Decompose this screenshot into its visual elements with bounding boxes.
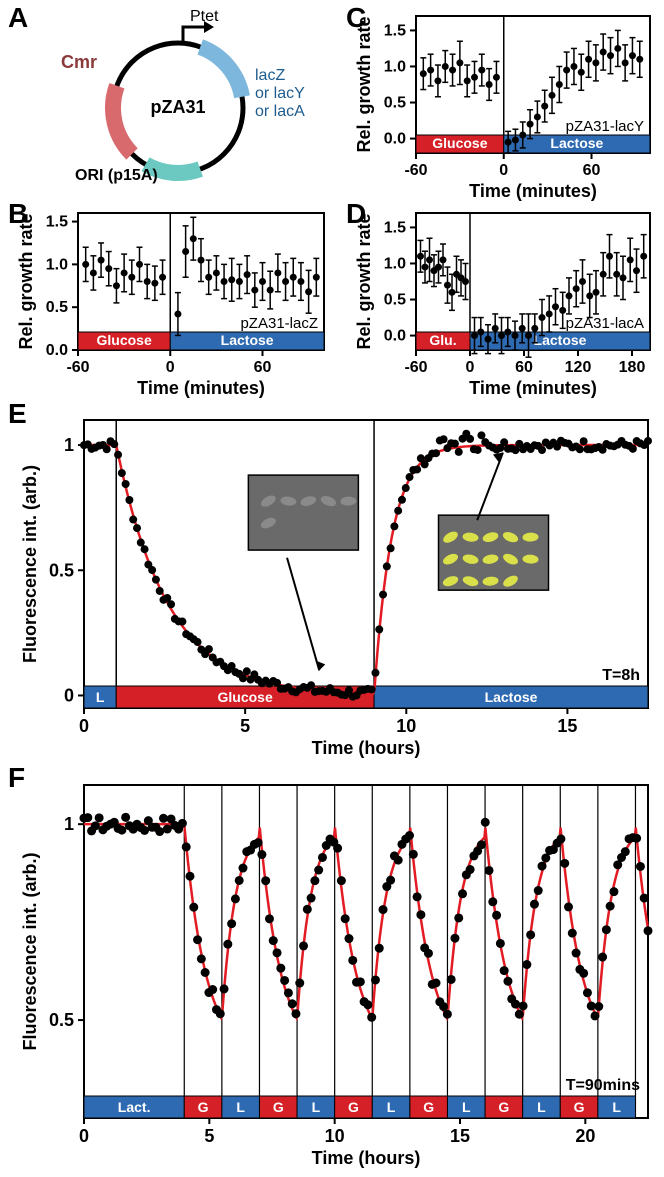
svg-text:Time (minutes): Time (minutes) (469, 181, 597, 201)
svg-text:L: L (96, 689, 105, 705)
svg-text:1.0: 1.0 (384, 58, 406, 75)
svg-text:10: 10 (325, 1126, 345, 1146)
svg-text:0.0: 0.0 (384, 131, 406, 148)
svg-text:lacZ: lacZ (255, 67, 285, 84)
svg-text:0.5: 0.5 (384, 95, 406, 112)
svg-text:Time (hours): Time (hours) (312, 738, 421, 758)
svg-text:G: G (423, 1099, 434, 1115)
svg-text:L: L (312, 1099, 321, 1115)
panel-label-a: A (8, 2, 28, 34)
svg-text:pZA31-lacZ: pZA31-lacZ (240, 315, 318, 332)
svg-text:Lactose: Lactose (550, 135, 603, 151)
svg-text:0: 0 (166, 359, 175, 376)
svg-text:Lactose: Lactose (221, 332, 274, 348)
svg-text:Ptet: Ptet (190, 8, 219, 25)
svg-text:L: L (462, 1099, 471, 1115)
svg-text:1: 1 (64, 814, 74, 834)
svg-text:0: 0 (79, 716, 89, 736)
svg-text:L: L (537, 1099, 546, 1115)
svg-text:0.5: 0.5 (49, 560, 74, 580)
svg-text:5: 5 (204, 1126, 214, 1146)
svg-text:pZA31-lacY: pZA31-lacY (566, 118, 644, 135)
svg-text:0: 0 (499, 162, 508, 179)
panel-b-chart: -60 0 60 0.0 0.5 1.0 1.5 Glucose Lactose Time (mi… (14, 205, 334, 400)
svg-text:Lactose: Lactose (485, 689, 538, 705)
panel-c-chart: -60 0 60 0.0 0.5 1.0 1.5 Glucose Lactose Time (mi… (352, 8, 660, 203)
svg-text:T=8h: T=8h (602, 667, 640, 684)
svg-text:1.0: 1.0 (46, 256, 68, 273)
svg-text:1.5: 1.5 (384, 22, 406, 39)
svg-text:5: 5 (240, 716, 250, 736)
panel-e-chart: 0 5 10 15 0 0.5 1 L Glucose Lactose Time (hours) Fl… (14, 410, 660, 760)
svg-text:0.5: 0.5 (384, 292, 406, 309)
svg-text:-60: -60 (66, 359, 89, 376)
svg-text:or lacY: or lacY (255, 85, 305, 102)
svg-text:T=90mins: T=90mins (566, 1077, 640, 1094)
svg-text:pZA31: pZA31 (150, 97, 205, 117)
svg-text:Time (minutes): Time (minutes) (137, 378, 265, 398)
svg-text:1.0: 1.0 (384, 255, 406, 272)
svg-text:Fluorescence int. (arb.): Fluorescence int. (arb.) (20, 852, 40, 1050)
svg-text:pZA31-lacA: pZA31-lacA (566, 315, 644, 332)
svg-text:15: 15 (450, 1126, 470, 1146)
svg-text:0.0: 0.0 (384, 328, 406, 345)
svg-text:15: 15 (557, 716, 577, 736)
svg-text:L: L (612, 1099, 621, 1115)
svg-text:180: 180 (619, 359, 646, 376)
svg-text:Rel. growth rate: Rel. growth rate (354, 16, 374, 152)
svg-text:G: G (348, 1099, 359, 1115)
svg-text:0: 0 (64, 685, 74, 705)
svg-text:Glu.: Glu. (429, 332, 456, 348)
svg-text:1.5: 1.5 (46, 214, 68, 231)
svg-text:L: L (236, 1099, 245, 1115)
svg-text:Fluorescence int. (arb.): Fluorescence int. (arb.) (20, 465, 40, 663)
svg-text:120: 120 (565, 359, 592, 376)
svg-text:G: G (498, 1099, 509, 1115)
svg-text:L: L (387, 1099, 396, 1115)
svg-text:Cmr: Cmr (61, 52, 97, 72)
svg-text:Rel. growth rate: Rel. growth rate (16, 213, 36, 349)
svg-text:1: 1 (64, 435, 74, 455)
svg-text:or lacA: or lacA (255, 103, 305, 120)
svg-text:-60: -60 (404, 162, 427, 179)
svg-text:Rel. growth rate: Rel. growth rate (354, 213, 374, 349)
svg-text:0: 0 (466, 359, 475, 376)
svg-text:G: G (273, 1099, 284, 1115)
svg-text:G: G (574, 1099, 585, 1115)
svg-text:0.5: 0.5 (49, 1010, 74, 1030)
svg-text:Time (hours): Time (hours) (312, 1148, 421, 1168)
svg-text:ORI (p15A): ORI (p15A) (75, 167, 158, 184)
svg-text:0.5: 0.5 (46, 299, 68, 316)
svg-text:Lact.: Lact. (118, 1099, 151, 1115)
svg-text:20: 20 (575, 1126, 595, 1146)
svg-text:0.0: 0.0 (46, 342, 68, 359)
panel-d-chart: -600601201800.00.51.01.5Glu.LactoseTime … (352, 205, 660, 400)
panel-a-plasmid: pZA31 Ptet lacZor lacYor lacA Cmr ORI (p15A) (28, 8, 328, 203)
svg-text:60: 60 (583, 162, 601, 179)
svg-text:60: 60 (254, 359, 272, 376)
svg-text:-60: -60 (404, 359, 427, 376)
svg-text:G: G (198, 1099, 209, 1115)
svg-text:Glucose: Glucose (218, 689, 273, 705)
panel-f-chart: 0 5 10 15 20 0.5 1 Lact. G L G L G L G L G L G L Time (hours… (14, 775, 660, 1170)
svg-text:0: 0 (79, 1126, 89, 1146)
svg-text:60: 60 (515, 359, 533, 376)
svg-text:Glucose: Glucose (432, 135, 487, 151)
svg-text:Glucose: Glucose (97, 332, 152, 348)
svg-text:1.5: 1.5 (384, 219, 406, 236)
svg-text:10: 10 (396, 716, 416, 736)
svg-text:Time (minutes): Time (minutes) (469, 378, 597, 398)
